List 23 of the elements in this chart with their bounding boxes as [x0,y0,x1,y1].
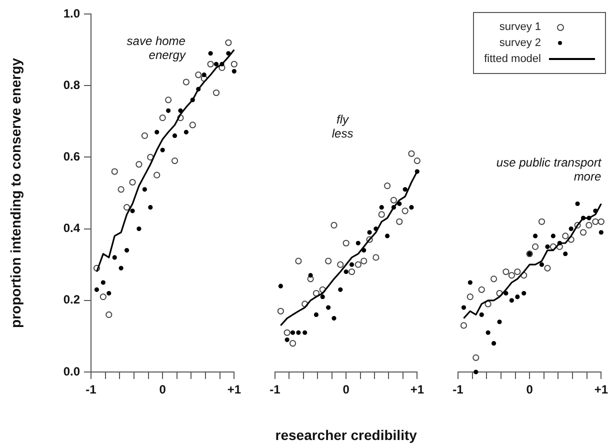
legend-label: fitted model [484,53,541,65]
x-tick-label: 0 [159,382,166,397]
annotation: use public transport more [496,156,602,184]
x-axis-title: researcher credibility [275,427,418,443]
y-tick-label: 0.2 [63,292,80,307]
x-tick-label: 0 [342,382,350,397]
y-axis-title: proportion intending to conserve energy [7,58,24,328]
legend-label: survey 1 [499,21,541,33]
y-tick-label: 0.0 [63,364,80,378]
annotation: fly less [332,112,354,141]
y-tick-label: 0.8 [63,78,80,92]
y-tick-label: 0.4 [63,221,80,236]
x-tick-label: -1 [452,382,464,397]
y-tick-label: 0.6 [63,150,80,164]
y-tick-label: 1.0 [63,6,80,20]
x-tick-label: +1 [594,382,608,397]
legend-label: survey 2 [499,37,541,49]
annotation: save home energy [126,34,186,62]
x-tick-label: 0 [526,382,534,397]
x-tick-label: -1 [86,382,97,397]
x-tick-label: +1 [227,382,242,397]
x-tick-label: +1 [410,382,424,397]
x-tick-label: -1 [270,382,281,397]
